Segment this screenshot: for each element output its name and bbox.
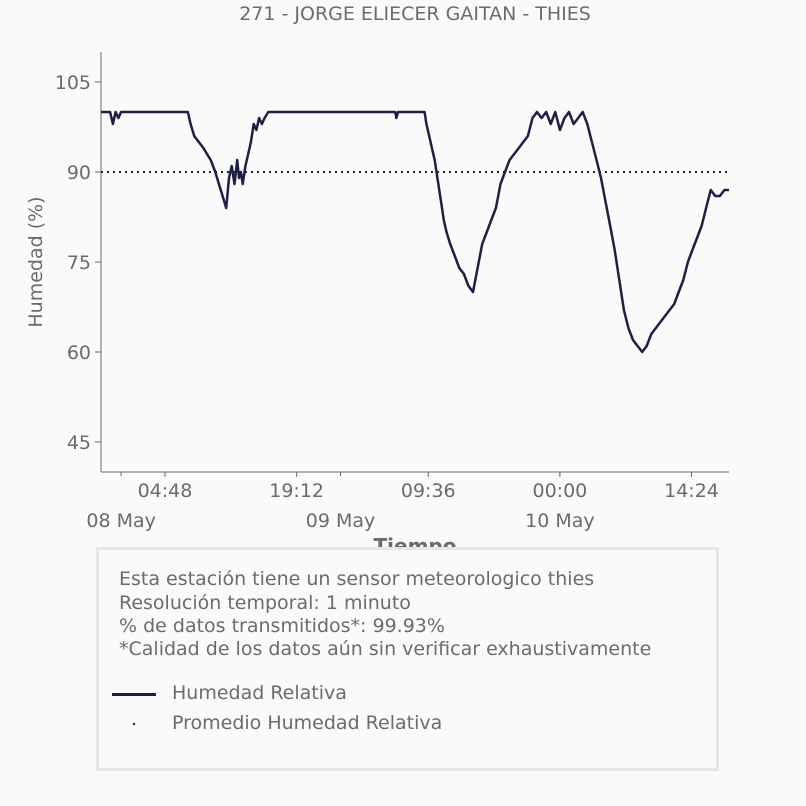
y-axis-label: Humedad (%) — [25, 196, 47, 327]
x-tick-label: 14:24 — [664, 480, 719, 502]
x-date-label: 08 May — [86, 510, 156, 532]
info-line-resolution: Resolución temporal: 1 minuto — [119, 592, 411, 614]
info-legend-box: Esta estación tiene un sensor meteorolog… — [96, 547, 719, 771]
x-tick-label: 00:00 — [533, 480, 588, 502]
legend-dot-swatch — [133, 723, 135, 725]
info-line-transmitted: % de datos transmitidos*: 99.93% — [119, 615, 445, 637]
y-tick-label: 75 — [67, 252, 91, 274]
humidity-chart: 271 - JORGE ELIECER GAITAN - THIES Humed… — [25, 3, 729, 558]
info-line-sensor: Esta estación tiene un sensor meteorolog… — [119, 568, 595, 590]
legend-label-average: Promedio Humedad Relativa — [172, 712, 443, 734]
y-tick-label: 60 — [67, 342, 91, 364]
x-tick-label: 04:48 — [138, 480, 193, 502]
y-tick-label: 90 — [67, 162, 91, 184]
y-tick-label: 45 — [67, 432, 91, 454]
x-tick-label: 19:12 — [269, 480, 324, 502]
info-line-quality-note: *Calidad de los datos aún sin verificar … — [119, 638, 652, 660]
y-tick-label: 105 — [55, 72, 91, 94]
chart-title: 271 - JORGE ELIECER GAITAN - THIES — [239, 3, 591, 25]
humidity-series-line — [101, 110, 729, 354]
x-date-label: 09 May — [306, 510, 376, 532]
x-date-label: 10 May — [525, 510, 595, 532]
x-tick-label: 09:36 — [401, 480, 456, 502]
legend-line-swatch — [112, 693, 156, 696]
legend-label-humidity: Humedad Relativa — [172, 682, 347, 704]
